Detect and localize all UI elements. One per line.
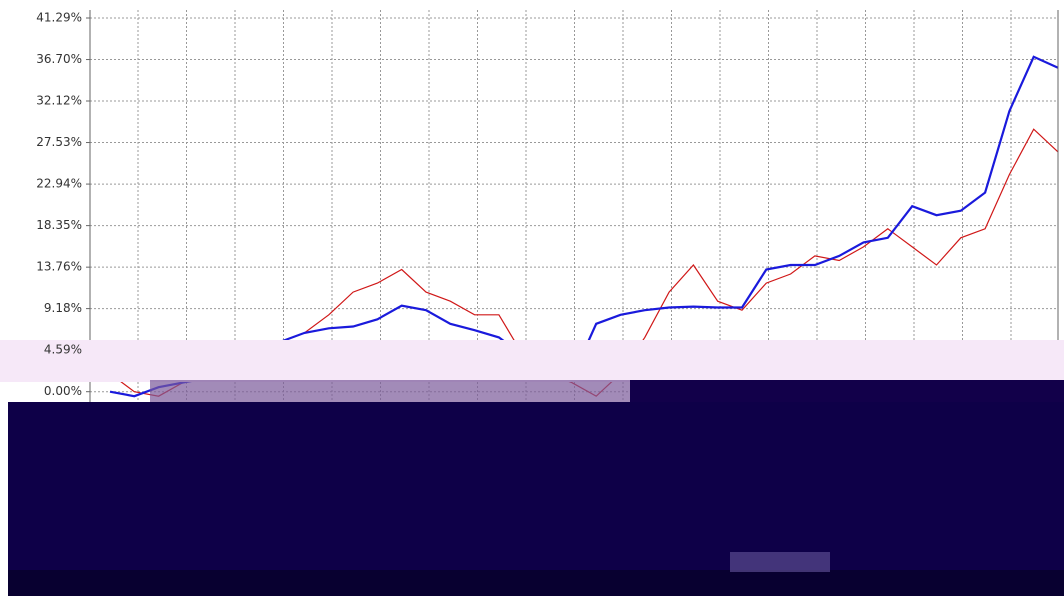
y-tick-label: 13.76%	[36, 260, 82, 274]
y-tick-label: 27.53%	[36, 135, 82, 149]
y-tick-label: 18.35%	[36, 218, 82, 232]
glitch-overlay	[0, 340, 1064, 596]
glitch-block	[730, 552, 830, 572]
y-tick-label: 36.70%	[36, 52, 82, 66]
glitch-band	[630, 380, 1064, 404]
y-tick-label: 0.00%	[44, 384, 82, 398]
glitch-block	[8, 570, 1064, 596]
y-tick-labels: 0.00% 4.59% 9.18% 13.76% 18.35% 22.94% 27.53% 3…	[36, 11, 82, 399]
y-tick-label: 41.29%	[36, 11, 82, 25]
y-tick-label: 22.94%	[36, 177, 82, 191]
glitch-band	[0, 340, 1064, 382]
y-tick-label: 32.12%	[36, 93, 82, 107]
y-tick-label: 9.18%	[44, 301, 82, 315]
y-tick-label: 4.59%	[44, 343, 82, 357]
glitch-band	[150, 380, 630, 402]
glitch-block	[8, 402, 1064, 596]
